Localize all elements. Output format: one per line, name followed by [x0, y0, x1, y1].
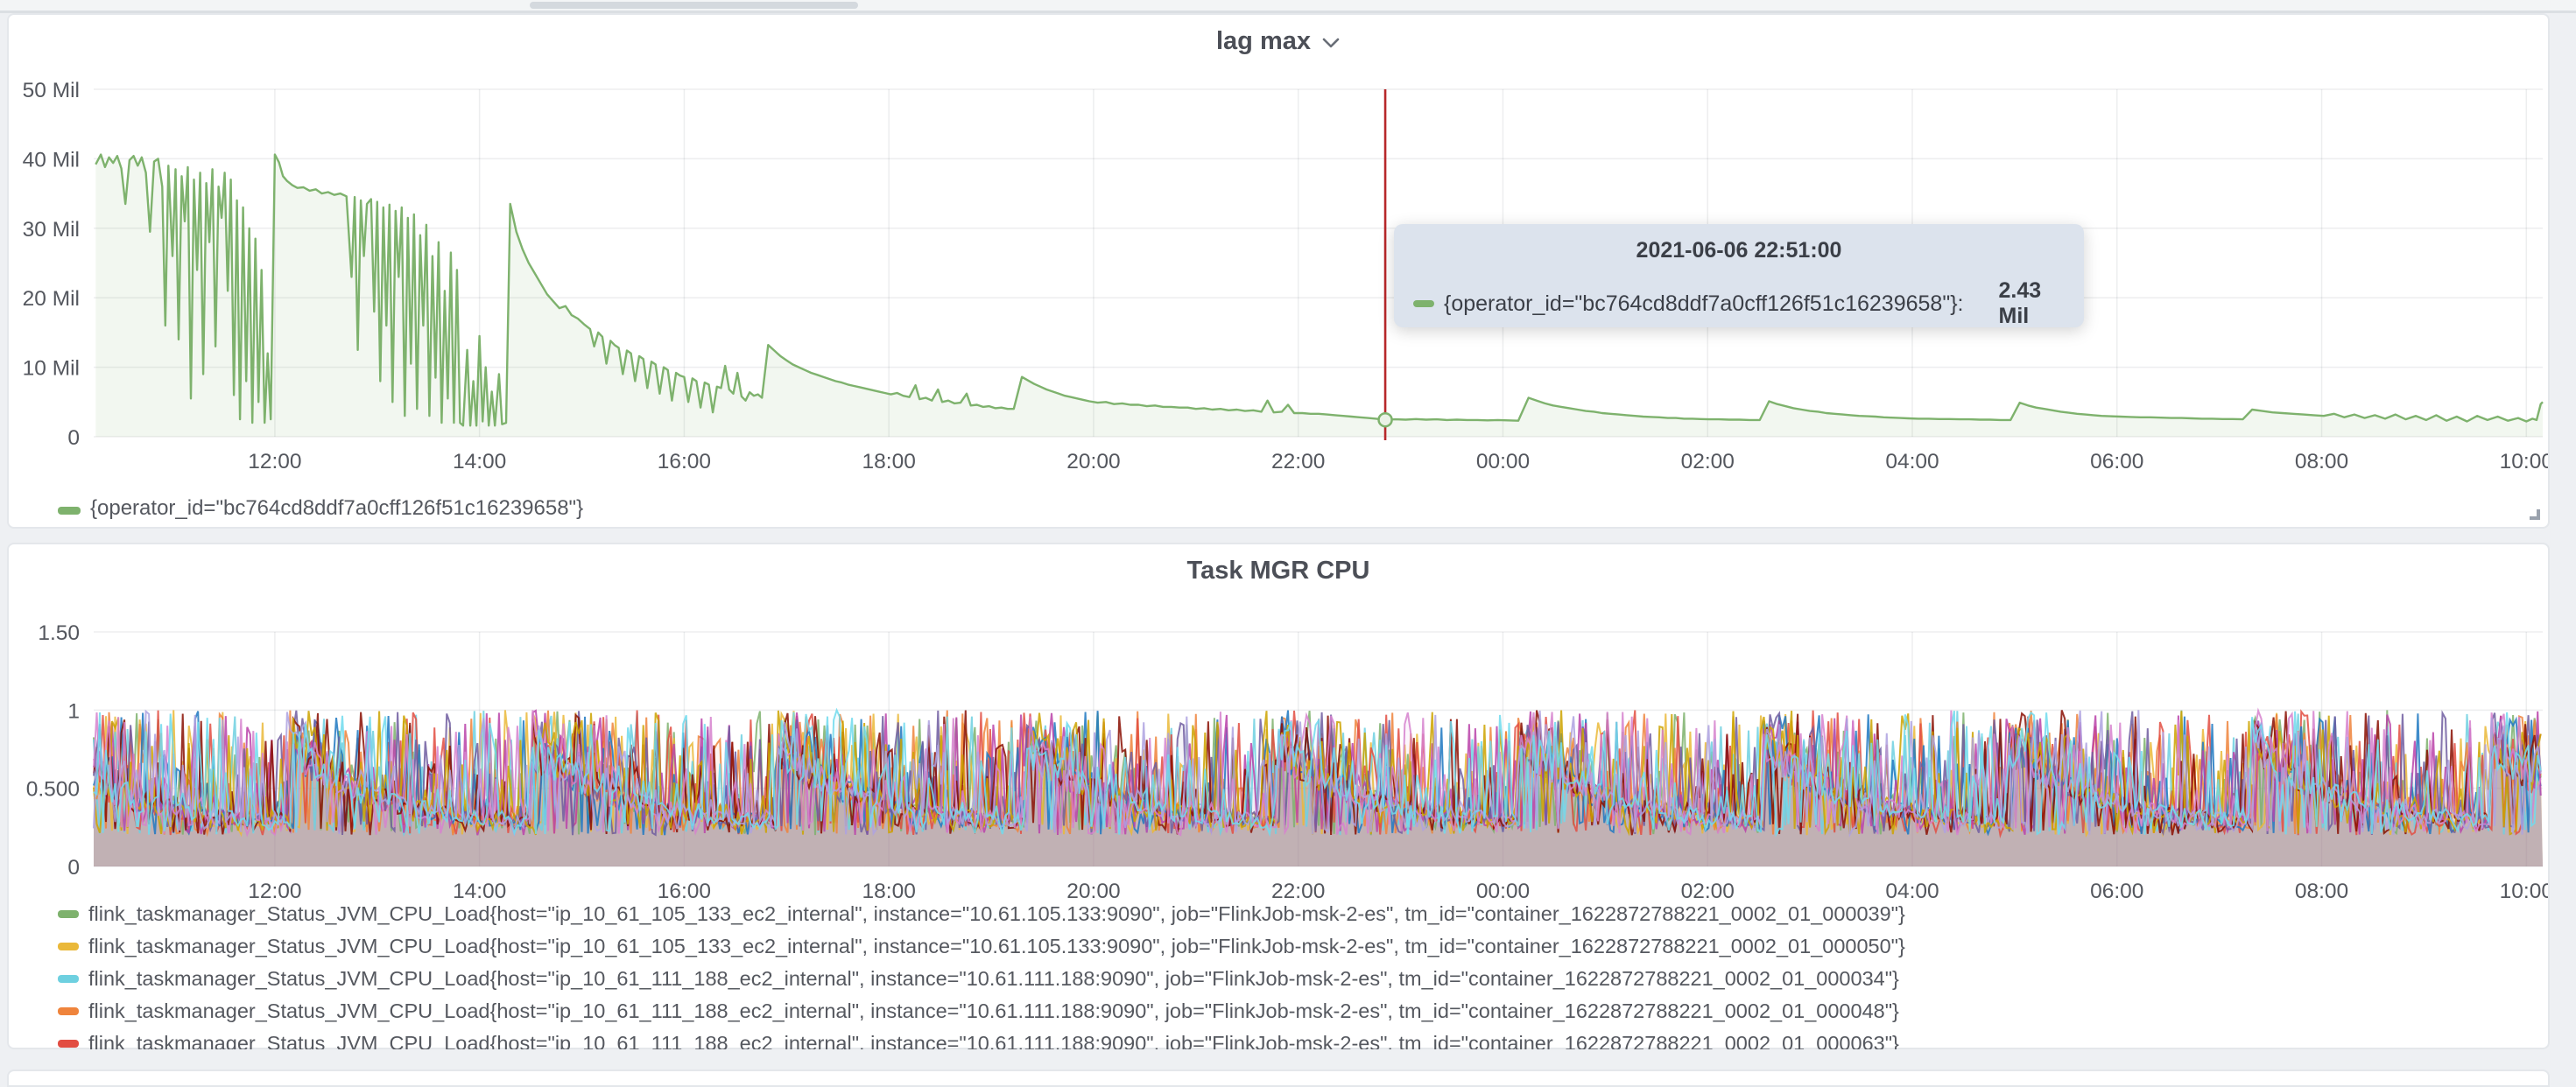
legend-item: flink_taskmanager_Status_JVM_CPU_Load{ho…	[58, 1027, 2532, 1049]
x-axis-tick-label: 18:00	[862, 450, 916, 473]
tooltip-series-label: {operator_id="bc764cd8ddf7a0cff126f51c16…	[1444, 291, 1964, 316]
next-panel-top-edge	[7, 1069, 2550, 1087]
x-axis-tick-label: 14:00	[453, 880, 506, 903]
legend-series-marker	[58, 1040, 79, 1048]
x-axis-tick-label: 04:00	[1885, 450, 1939, 473]
panel2-legend: flink_taskmanager_Status_JVM_CPU_Load{ho…	[58, 898, 2532, 1049]
y-axis-tick-label: 0	[67, 426, 80, 450]
hovered-datapoint-marker	[1377, 411, 1393, 428]
x-axis-tick-label: 22:00	[1271, 880, 1325, 903]
x-axis-tick-label: 20:00	[1066, 450, 1120, 473]
x-axis-tick-label: 06:00	[2090, 880, 2143, 903]
legend-series-marker	[58, 975, 79, 983]
legend-series-label[interactable]: flink_taskmanager_Status_JVM_CPU_Load{ho…	[88, 999, 1899, 1022]
cpu-series-area	[94, 710, 2543, 866]
legend-series-marker	[58, 507, 81, 515]
y-axis-tick-label: 50 Mil	[23, 79, 80, 102]
x-axis-tick-label: 08:00	[2295, 880, 2348, 903]
legend-series-marker	[58, 943, 79, 950]
x-axis-tick-label: 12:00	[248, 880, 301, 903]
x-axis-tick-label: 02:00	[1681, 880, 1735, 903]
x-axis-tick-label: 00:00	[1476, 880, 1530, 903]
legend-series-label[interactable]: flink_taskmanager_Status_JVM_CPU_Load{ho…	[88, 967, 1899, 990]
y-axis-tick-label: 1.50	[38, 621, 80, 645]
panel-resize-handle[interactable]	[2527, 507, 2541, 521]
legend-series-marker	[58, 1007, 79, 1015]
cpu-series-line	[93, 707, 2542, 838]
legend-item: flink_taskmanager_Status_JVM_CPU_Load{ho…	[58, 898, 2532, 930]
tooltip-series-marker	[1413, 300, 1434, 307]
legend-series-label[interactable]: flink_taskmanager_Status_JVM_CPU_Load{ho…	[88, 935, 1905, 957]
y-axis-tick-label: 40 Mil	[23, 148, 80, 172]
x-axis-tick-label: 22:00	[1271, 450, 1325, 473]
legend-item: {operator_id="bc764cd8ddf7a0cff126f51c16…	[58, 496, 583, 521]
legend-item: flink_taskmanager_Status_JVM_CPU_Load{ho…	[58, 995, 2532, 1027]
top-toolbar-edge	[0, 0, 2576, 13]
legend-item: flink_taskmanager_Status_JVM_CPU_Load{ho…	[58, 930, 2532, 963]
horizontal-scrollbar-thumb[interactable]	[530, 2, 858, 9]
x-axis-tick-label: 18:00	[862, 880, 916, 903]
panel1-title[interactable]: lag max	[9, 24, 2548, 59]
hover-tooltip: 2021-06-06 22:51:00 {operator_id="bc764c…	[1394, 224, 2084, 329]
legend-series-label[interactable]: flink_taskmanager_Status_JVM_CPU_Load{ho…	[88, 902, 1905, 925]
tooltip-series-value: 2.43 Mil	[1998, 278, 2042, 328]
cpu-series-area	[94, 710, 2543, 866]
panel-lag-max: lag max 50 Mil 40 Mil 30 Mil 20 Mil 10 Mil 0 1…	[7, 13, 2550, 529]
panel1-title-text: lag max	[1216, 26, 1311, 55]
legend-series-label[interactable]: flink_taskmanager_Status_JVM_CPU_Load{ho…	[88, 1032, 1899, 1049]
tooltip-series-row: {operator_id="bc764cd8ddf7a0cff126f51c16…	[1394, 278, 2084, 329]
lag-series-line	[95, 153, 2544, 427]
y-axis-tick-label: 0.500	[26, 778, 80, 802]
lag-max-chart[interactable]: 50 Mil 40 Mil 30 Mil 20 Mil 10 Mil 0 12:00 14:0…	[9, 64, 2548, 501]
x-axis-tick-label: 20:00	[1066, 880, 1120, 903]
y-axis-tick-label: 0	[67, 856, 80, 880]
x-axis-tick-label: 16:00	[658, 450, 711, 473]
legend-series-marker	[58, 910, 79, 918]
y-axis-tick-label: 30 Mil	[23, 218, 80, 242]
tooltip-timestamp: 2021-06-06 22:51:00	[1636, 238, 1842, 263]
grid-and-axes: 50 Mil 40 Mil 30 Mil 20 Mil 10 Mil 0 12:00 14:0…	[23, 79, 2548, 473]
x-axis-tick-label: 16:00	[658, 880, 711, 903]
y-axis-tick-label: 20 Mil	[23, 287, 80, 311]
y-axis-tick-label: 10 Mil	[23, 357, 80, 381]
x-axis-tick-label: 12:00	[248, 450, 301, 473]
x-axis-tick-label: 04:00	[1885, 880, 1939, 903]
panel2-title[interactable]: Task MGR CPU	[9, 553, 2548, 588]
y-axis-tick-label: 1	[67, 699, 80, 723]
lag-series-area	[95, 154, 2543, 437]
x-axis-tick-label: 14:00	[453, 450, 506, 473]
x-axis-tick-label: 06:00	[2090, 450, 2143, 473]
legend-series-label[interactable]: {operator_id="bc764cd8ddf7a0cff126f51c16…	[90, 496, 584, 520]
chevron-down-icon	[1322, 38, 1340, 48]
panel-task-mgr-cpu: Task MGR CPU 1.50 1 0.500 0 12:00 14:00 16:00 1…	[7, 543, 2550, 1049]
cpu-series-line	[93, 710, 2542, 837]
x-axis-tick-label: 08:00	[2295, 450, 2348, 473]
task-mgr-cpu-chart[interactable]: 1.50 1 0.500 0 12:00 14:00 16:00 18:00 20:00 22:0…	[9, 593, 2548, 910]
x-axis-tick-label: 10:00	[2500, 880, 2548, 903]
legend-item: flink_taskmanager_Status_JVM_CPU_Load{ho…	[58, 963, 2532, 995]
x-axis-tick-label: 10:00	[2500, 450, 2548, 473]
panel1-legend: {operator_id="bc764cd8ddf7a0cff126f51c16…	[58, 494, 583, 522]
x-axis-tick-label: 00:00	[1476, 450, 1530, 473]
cpu-series-line	[93, 709, 2542, 838]
panel2-title-text: Task MGR CPU	[1186, 556, 1370, 585]
x-axis-tick-label: 02:00	[1681, 450, 1735, 473]
